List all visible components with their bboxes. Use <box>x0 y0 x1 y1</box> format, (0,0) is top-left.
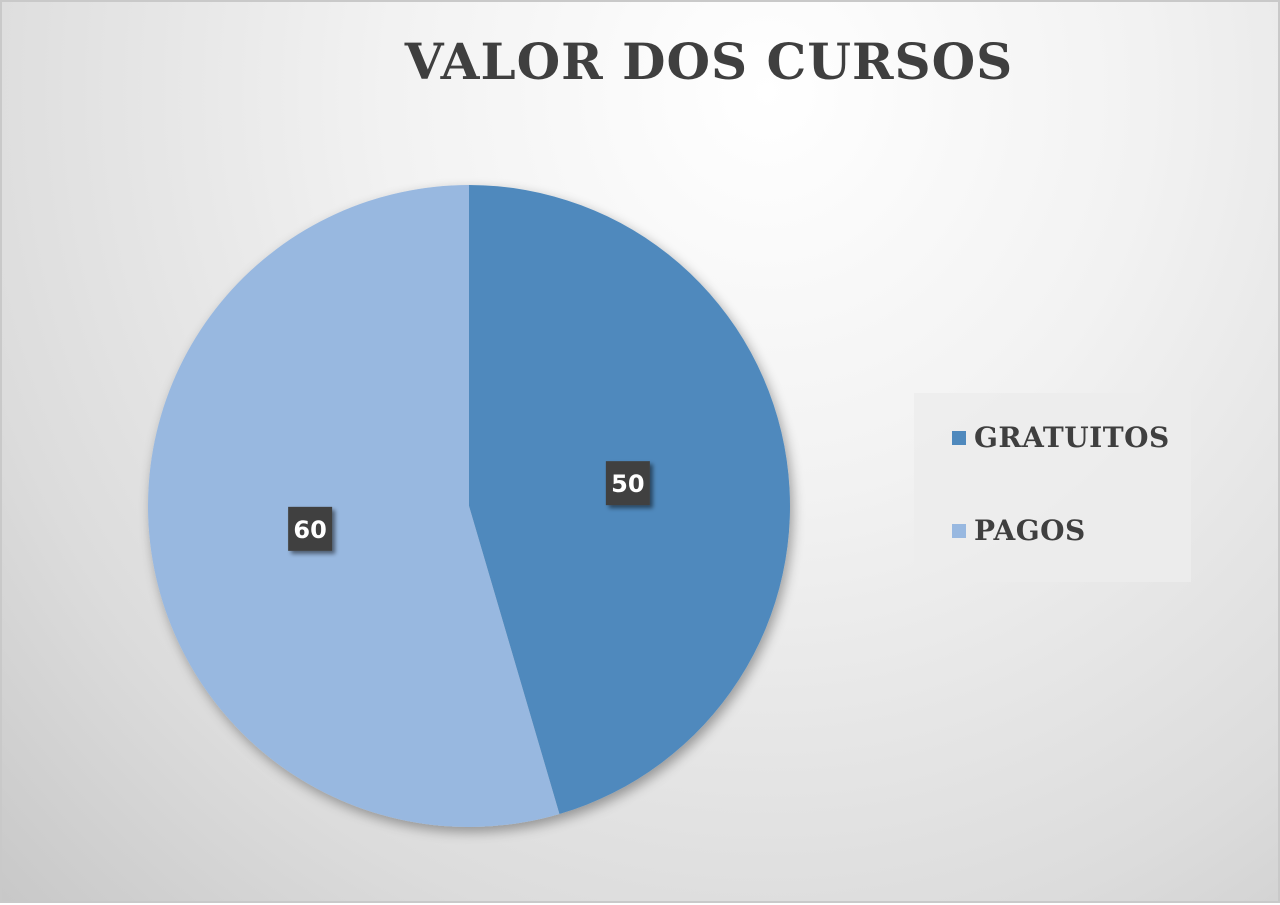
data-label-text: 50 <box>611 470 644 498</box>
legend-item-gratuitos: GRATUITOS <box>952 421 1170 454</box>
data-label-gratuitos: 50 <box>605 461 650 506</box>
data-label-box <box>605 461 650 506</box>
data-label-text: 60 <box>293 516 326 544</box>
data-label-pagos: 60 <box>288 506 333 551</box>
legend-swatch-gratuitos <box>952 430 966 445</box>
legend: GRATUITOS PAGOS <box>914 393 1191 582</box>
legend-label-gratuitos: GRATUITOS <box>974 421 1170 454</box>
data-label-box <box>288 506 333 551</box>
legend-label-pagos: PAGOS <box>974 514 1086 547</box>
chart-title: VALOR DOS CURSOS <box>404 32 1014 91</box>
legend-item-pagos: PAGOS <box>952 514 1086 547</box>
pie-slice-pagos <box>147 185 560 827</box>
legend-swatch-pagos <box>952 523 966 538</box>
